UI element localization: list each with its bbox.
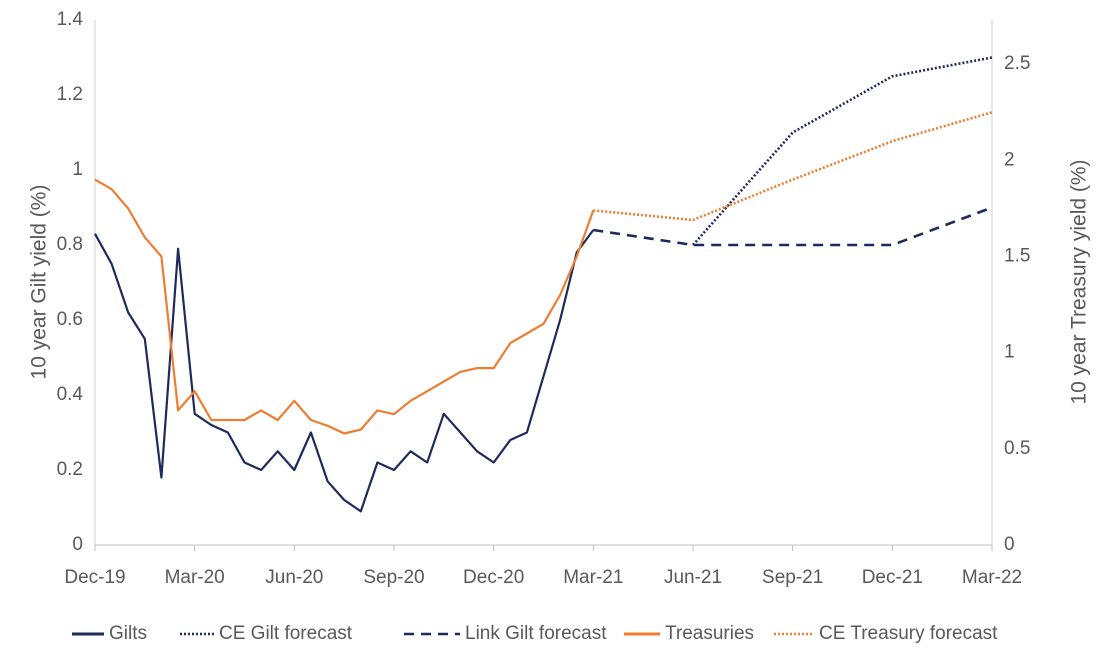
y2-tick-label: 2.5 bbox=[1004, 53, 1030, 74]
series-line bbox=[94, 178, 595, 435]
y2-axis-title: 10 year Treasury yield (%) bbox=[1068, 159, 1091, 404]
series-line bbox=[94, 229, 595, 513]
y2-tick-label: 0 bbox=[1004, 534, 1015, 555]
legend-label: CE Gilt forecast bbox=[219, 623, 353, 644]
x-tick-label: Mar-20 bbox=[165, 567, 225, 588]
x-tick-label: Mar-22 bbox=[962, 567, 1022, 588]
y-tick-label: 1.2 bbox=[57, 84, 83, 105]
x-tick-label: Sep-21 bbox=[762, 567, 823, 588]
y-axis-title: 10 year Gilt yield (%) bbox=[28, 185, 51, 380]
x-tick-label: Sep-20 bbox=[363, 567, 424, 588]
series-line bbox=[593, 206, 993, 247]
legend-label: Gilts bbox=[109, 623, 147, 644]
y-tick-label: 0.8 bbox=[57, 234, 83, 255]
y-tick-label: 1 bbox=[72, 159, 83, 180]
x-tick-label: Mar-21 bbox=[563, 567, 623, 588]
series-line bbox=[692, 56, 993, 246]
legend-label: CE Treasury forecast bbox=[819, 623, 998, 644]
y2-tick-label: 2 bbox=[1004, 149, 1015, 170]
y-tick-label: 1.4 bbox=[57, 9, 84, 30]
legend-label: Link Gilt forecast bbox=[465, 623, 607, 644]
series-line bbox=[593, 111, 993, 222]
legend-label: Treasuries bbox=[665, 623, 754, 644]
x-tick-label: Dec-21 bbox=[862, 567, 923, 588]
y-tick-label: 0 bbox=[72, 534, 83, 555]
y2-tick-label: 1 bbox=[1004, 342, 1015, 363]
x-tick-label: Dec-19 bbox=[64, 567, 125, 588]
x-tick-label: Dec-20 bbox=[463, 567, 524, 588]
y-tick-label: 0.6 bbox=[57, 309, 83, 330]
y2-tick-label: 1.5 bbox=[1004, 246, 1030, 267]
y-tick-label: 0.2 bbox=[57, 459, 83, 480]
y2-tick-label: 0.5 bbox=[1004, 438, 1030, 459]
y-tick-label: 0.4 bbox=[57, 384, 84, 405]
x-tick-label: Jun-21 bbox=[664, 567, 722, 588]
x-tick-label: Jun-20 bbox=[265, 567, 323, 588]
